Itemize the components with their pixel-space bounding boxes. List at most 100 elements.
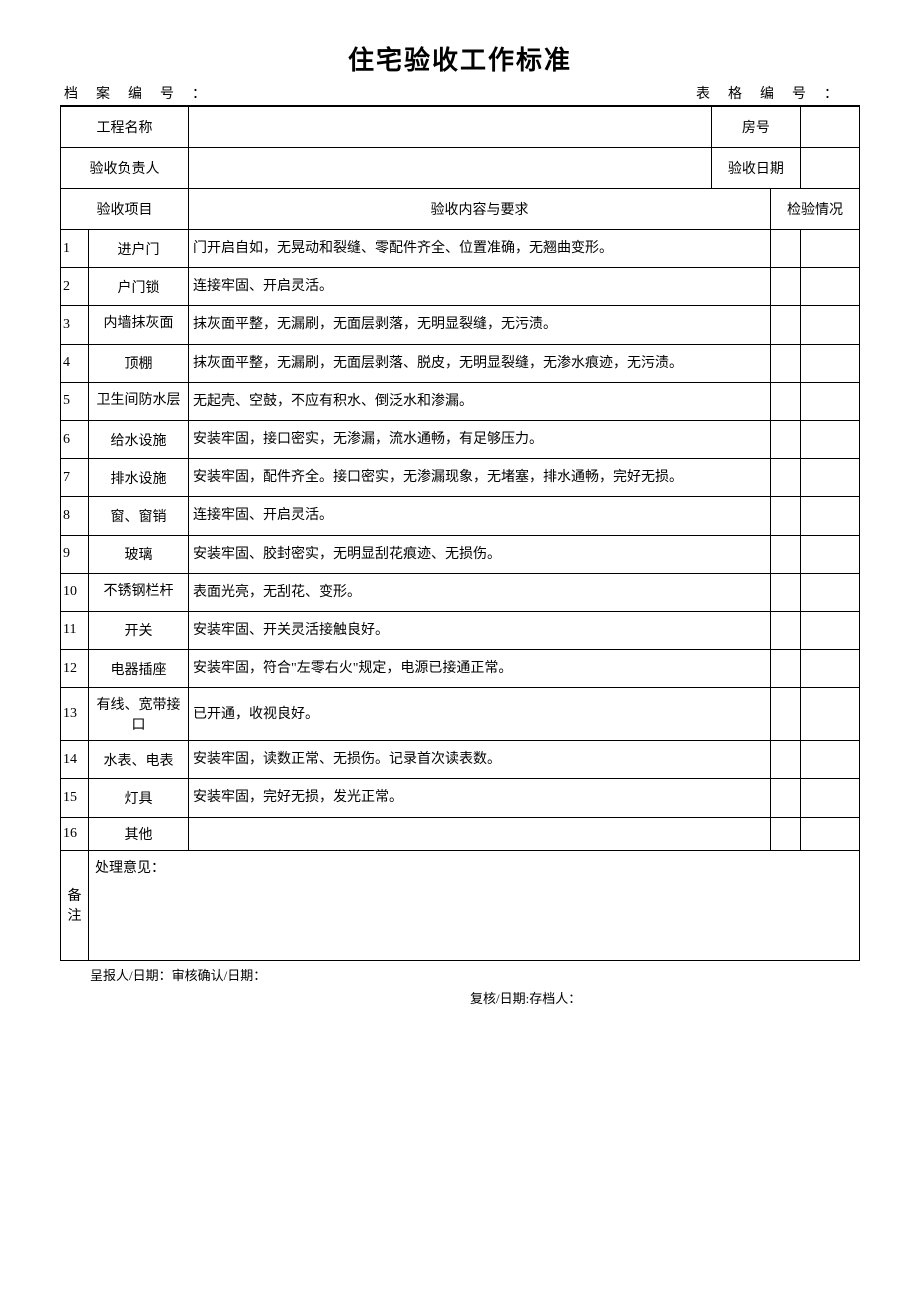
header-requirement: 验收内容与要求: [189, 189, 771, 230]
row-check-2: [800, 688, 859, 741]
row-check-2: [800, 535, 859, 573]
file-number-left: 档案编号：: [64, 83, 224, 103]
row-check-2: [800, 497, 859, 535]
row-number: 13: [61, 688, 89, 741]
row-item: 不锈钢栏杆: [89, 573, 189, 611]
row-check-2: [800, 230, 859, 268]
row-requirement: 抹灰面平整，无漏刷，无面层剥落、脱皮，无明显裂缝，无渗水痕迹，无污渍。: [189, 344, 771, 382]
table-row: 16其他: [61, 817, 860, 850]
row-number: 7: [61, 459, 89, 497]
row-number: 11: [61, 611, 89, 649]
remarks-label: 备注: [61, 850, 89, 960]
row-check-2: [800, 817, 859, 850]
header-row: 验收项目 验收内容与要求 检验情况: [61, 189, 860, 230]
row-check-2: [800, 611, 859, 649]
row-number: 9: [61, 535, 89, 573]
row-number: 6: [61, 420, 89, 458]
row-item: 排水设施: [89, 459, 189, 497]
row-check-1: [770, 420, 800, 458]
row-check-2: [800, 779, 859, 817]
row-item: 玻璃: [89, 535, 189, 573]
table-row: 5卫生间防水层无起壳、空鼓，不应有积水、倒泛水和渗漏。: [61, 382, 860, 420]
row-number: 15: [61, 779, 89, 817]
row-item: 户门锁: [89, 268, 189, 306]
table-row: 3内墙抹灰面抹灰面平整，无漏刷，无面层剥落，无明显裂缝，无污渍。: [61, 306, 860, 344]
row-requirement: 表面光亮，无刮花、变形。: [189, 573, 771, 611]
row-check-2: [800, 382, 859, 420]
row-requirement: 安装牢固，接口密实，无渗漏，流水通畅，有足够压力。: [189, 420, 771, 458]
footer-line-1: 呈报人/日期：审核确认/日期：: [60, 965, 860, 984]
doc-title: 住宅验收工作标准: [60, 40, 860, 77]
row-check-1: [770, 268, 800, 306]
row-item: 其他: [89, 817, 189, 850]
row-requirement: 安装牢固，读数正常、无损伤。记录首次读表数。: [189, 741, 771, 779]
date-label: 验收日期: [711, 148, 800, 189]
row-number: 14: [61, 741, 89, 779]
row-number: 16: [61, 817, 89, 850]
row-item: 水表、电表: [89, 741, 189, 779]
date-value: [800, 148, 859, 189]
table-row: 11开关安装牢固、开关灵活接触良好。: [61, 611, 860, 649]
row-check-2: [800, 650, 859, 688]
row-item: 顶棚: [89, 344, 189, 382]
row-number: 12: [61, 650, 89, 688]
row-requirement: [189, 817, 771, 850]
row-check-1: [770, 459, 800, 497]
row-check-1: [770, 741, 800, 779]
row-check-2: [800, 344, 859, 382]
table-row: 12电器插座安装牢固，符合"左零右火"规定，电源已接通正常。: [61, 650, 860, 688]
remarks-content: 处理意见：: [89, 850, 860, 960]
table-row: 15灯具安装牢固，完好无损，发光正常。: [61, 779, 860, 817]
row-check-1: [770, 535, 800, 573]
row-item: 电器插座: [89, 650, 189, 688]
row-requirement: 门开启自如，无晃动和裂缝、零配件齐全、位置准确，无翘曲变形。: [189, 230, 771, 268]
row-check-2: [800, 420, 859, 458]
row-requirement: 安装牢固、胶封密实，无明显刮花痕迹、无损伤。: [189, 535, 771, 573]
row-check-2: [800, 573, 859, 611]
row-check-1: [770, 306, 800, 344]
table-row: 10不锈钢栏杆表面光亮，无刮花、变形。: [61, 573, 860, 611]
row-number: 8: [61, 497, 89, 535]
header-item: 验收项目: [61, 189, 189, 230]
row-check-1: [770, 817, 800, 850]
inspector-value: [189, 148, 712, 189]
project-name-label: 工程名称: [61, 107, 189, 148]
row-check-1: [770, 779, 800, 817]
room-value: [800, 107, 859, 148]
row-requirement: 安装牢固，符合"左零右火"规定，电源已接通正常。: [189, 650, 771, 688]
table-row: 4顶棚抹灰面平整，无漏刷，无面层剥落、脱皮，无明显裂缝，无渗水痕迹，无污渍。: [61, 344, 860, 382]
row-check-1: [770, 573, 800, 611]
table-row: 6给水设施安装牢固，接口密实，无渗漏，流水通畅，有足够压力。: [61, 420, 860, 458]
row-check-1: [770, 382, 800, 420]
row-check-1: [770, 344, 800, 382]
room-label: 房号: [711, 107, 800, 148]
table-row: 9玻璃安装牢固、胶封密实，无明显刮花痕迹、无损伤。: [61, 535, 860, 573]
row-number: 5: [61, 382, 89, 420]
row-number: 2: [61, 268, 89, 306]
table-row: 7排水设施安装牢固，配件齐全。接口密实，无渗漏现象，无堵塞，排水通畅，完好无损。: [61, 459, 860, 497]
info-row-2: 验收负责人 验收日期: [61, 148, 860, 189]
table-row: 8窗、窗销连接牢固、开启灵活。: [61, 497, 860, 535]
row-requirement: 连接牢固、开启灵活。: [189, 497, 771, 535]
table-row: 2户门锁连接牢固、开启灵活。: [61, 268, 860, 306]
row-check-2: [800, 459, 859, 497]
row-check-1: [770, 688, 800, 741]
row-number: 1: [61, 230, 89, 268]
row-item: 有线、宽带接口: [89, 688, 189, 741]
header-inspection: 检验情况: [770, 189, 859, 230]
table-row: 14水表、电表安装牢固，读数正常、无损伤。记录首次读表数。: [61, 741, 860, 779]
inspector-label: 验收负责人: [61, 148, 189, 189]
row-item: 开关: [89, 611, 189, 649]
project-name-value: [189, 107, 712, 148]
row-requirement: 安装牢固，配件齐全。接口密实，无渗漏现象，无堵塞，排水通畅，完好无损。: [189, 459, 771, 497]
row-requirement: 安装牢固，完好无损，发光正常。: [189, 779, 771, 817]
row-item: 卫生间防水层: [89, 382, 189, 420]
file-number-right: 表格编号：: [696, 83, 856, 103]
row-item: 给水设施: [89, 420, 189, 458]
row-number: 10: [61, 573, 89, 611]
row-check-2: [800, 306, 859, 344]
footer-line-2: 复核/日期:存档人：: [60, 988, 860, 1007]
row-item: 进户门: [89, 230, 189, 268]
inspection-table: 工程名称 房号 验收负责人 验收日期 验收项目 验收内容与要求 检验情况 1进户…: [60, 106, 860, 961]
table-row: 13有线、宽带接口已开通，收视良好。: [61, 688, 860, 741]
